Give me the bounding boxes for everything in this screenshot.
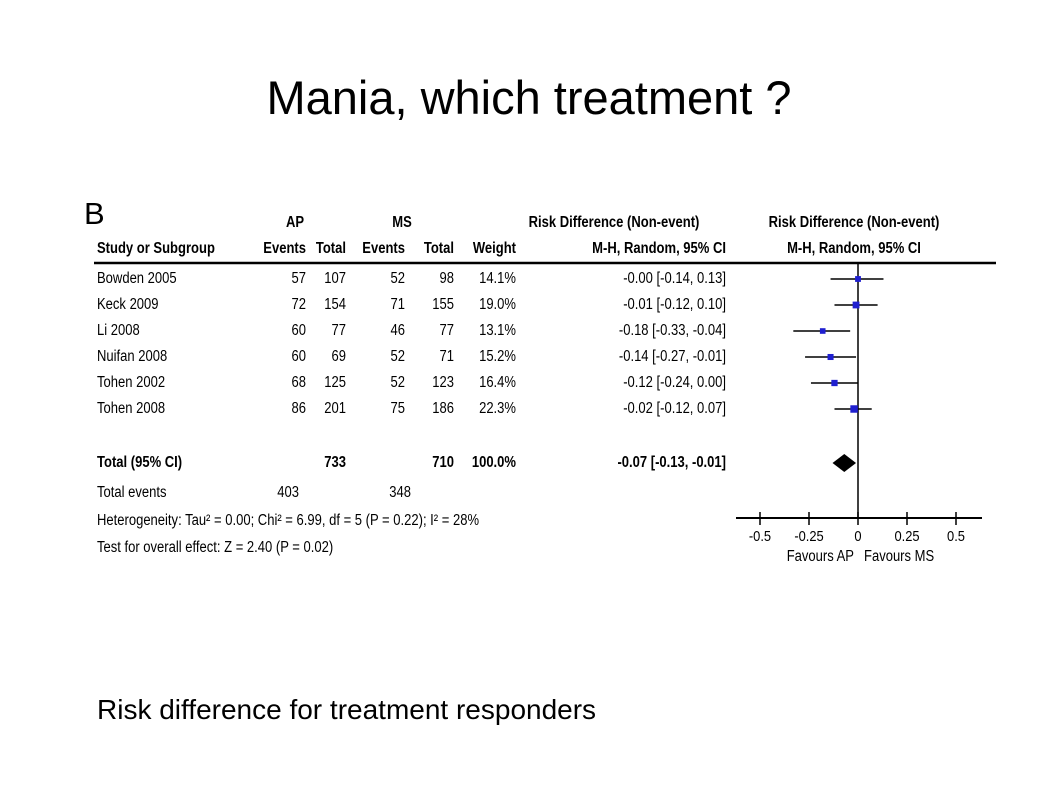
study-name: Bowden 2005: [97, 270, 177, 287]
total-weight: 100.0%: [471, 454, 516, 471]
study-name: Tohen 2002: [97, 374, 166, 391]
ci-cell: -0.01 [-0.12, 0.10]: [623, 296, 726, 313]
weight-cell: 13.1%: [479, 322, 516, 339]
study-name: Tohen 2008: [97, 400, 166, 417]
ms-events-cell: 52: [390, 374, 405, 391]
ms-total-cell: 155: [432, 296, 454, 313]
study-name: Nuifan 2008: [97, 348, 168, 365]
forest-plot-figure: -0.5 -0.25 0 0.25 0.5 B AP MS Risk Differenc…: [84, 196, 1000, 586]
group-header-ap: AP: [285, 214, 305, 231]
x-tick-label: -0.25: [794, 527, 824, 544]
ms-total-cell: 71: [439, 348, 454, 365]
weight-cell: 15.2%: [479, 348, 516, 365]
ci-cell: -0.14 [-0.27, -0.01]: [618, 348, 726, 365]
column-header-weight: Weight: [472, 240, 516, 257]
favours-right-label: Favours MS: [864, 548, 935, 565]
total-events-ap: 403: [277, 484, 299, 501]
ap-total-cell: 125: [324, 374, 346, 391]
column-header-study: Study or Subgroup: [97, 240, 215, 257]
plot-column-title: Risk Difference (Non-event): [768, 214, 940, 231]
ms-events-cell: 71: [390, 296, 405, 313]
column-header-ms-total: Total: [423, 240, 454, 257]
ms-events-cell: 75: [390, 400, 405, 417]
ci-cell: -0.18 [-0.33, -0.04]: [618, 322, 726, 339]
ap-events-cell: 57: [291, 270, 306, 287]
total-ap: 733: [324, 454, 346, 471]
ap-events-cell: 60: [291, 322, 306, 339]
ap-total-cell: 69: [331, 348, 346, 365]
study-name: Keck 2009: [97, 296, 159, 313]
study-point-marker: [850, 405, 858, 413]
overall-effect-text: Test for overall effect: Z = 2.40 (P = 0…: [97, 539, 334, 556]
ms-total-cell: 123: [432, 374, 454, 391]
plot-column-method: M-H, Random, 95% CI: [787, 240, 921, 257]
column-header-effect-method: M-H, Random, 95% CI: [592, 240, 726, 257]
total-label: Total (95% CI): [97, 454, 183, 471]
panel-label: B: [84, 196, 105, 231]
ms-total-cell: 77: [439, 322, 454, 339]
ap-total-cell: 154: [324, 296, 346, 313]
ap-total-cell: 201: [324, 400, 346, 417]
x-tick-label: -0.5: [749, 527, 771, 544]
total-ms: 710: [432, 454, 454, 471]
weight-cell: 16.4%: [479, 374, 516, 391]
ms-events-cell: 52: [390, 270, 405, 287]
column-header-ms-events: Events: [362, 240, 405, 257]
study-point-marker: [831, 379, 838, 387]
ap-events-cell: 86: [291, 400, 306, 417]
effect-column-title: Risk Difference (Non-event): [528, 214, 700, 231]
study-name: Li 2008: [97, 322, 140, 339]
ap-events-cell: 72: [291, 296, 306, 313]
weight-cell: 14.1%: [479, 270, 516, 287]
total-events-label: Total events: [97, 484, 167, 501]
ms-events-cell: 52: [390, 348, 405, 365]
study-point-marker: [819, 328, 826, 334]
ms-total-cell: 98: [439, 270, 454, 287]
ci-cell: -0.00 [-0.14, 0.13]: [623, 270, 726, 287]
group-header-ms: MS: [392, 214, 412, 231]
pooled-diamond: [832, 454, 857, 472]
ap-events-cell: 68: [291, 374, 306, 391]
favours-left-label: Favours AP: [786, 548, 854, 565]
ap-total-cell: 77: [331, 322, 346, 339]
study-point-marker: [852, 301, 860, 309]
column-header-ap-events: Events: [263, 240, 306, 257]
ms-events-cell: 46: [390, 322, 405, 339]
weight-cell: 19.0%: [479, 296, 516, 313]
total-ci: -0.07 [-0.13, -0.01]: [617, 454, 726, 471]
ms-total-cell: 186: [432, 400, 454, 417]
ap-events-cell: 60: [291, 348, 306, 365]
x-tick-label: 0.25: [894, 527, 919, 544]
heterogeneity-text: Heterogeneity: Tau² = 0.00; Chi² = 6.99,…: [97, 512, 480, 529]
total-events-ms: 348: [389, 484, 411, 501]
x-tick-label: 0.5: [947, 527, 965, 544]
x-tick-label: 0: [854, 527, 861, 544]
study-point-marker: [855, 276, 861, 282]
ci-cell: -0.02 [-0.12, 0.07]: [623, 400, 726, 417]
ci-cell: -0.12 [-0.24, 0.00]: [623, 374, 726, 391]
study-point-marker: [827, 353, 834, 361]
column-header-ap-total: Total: [315, 240, 346, 257]
weight-cell: 22.3%: [479, 400, 516, 417]
ap-total-cell: 107: [324, 270, 346, 287]
caption: Risk difference for treatment responders: [97, 694, 597, 725]
forest-plot-svg: -0.5 -0.25 0 0.25 0.5: [94, 261, 996, 544]
slide-title: Mania, which treatment ?: [266, 71, 792, 124]
